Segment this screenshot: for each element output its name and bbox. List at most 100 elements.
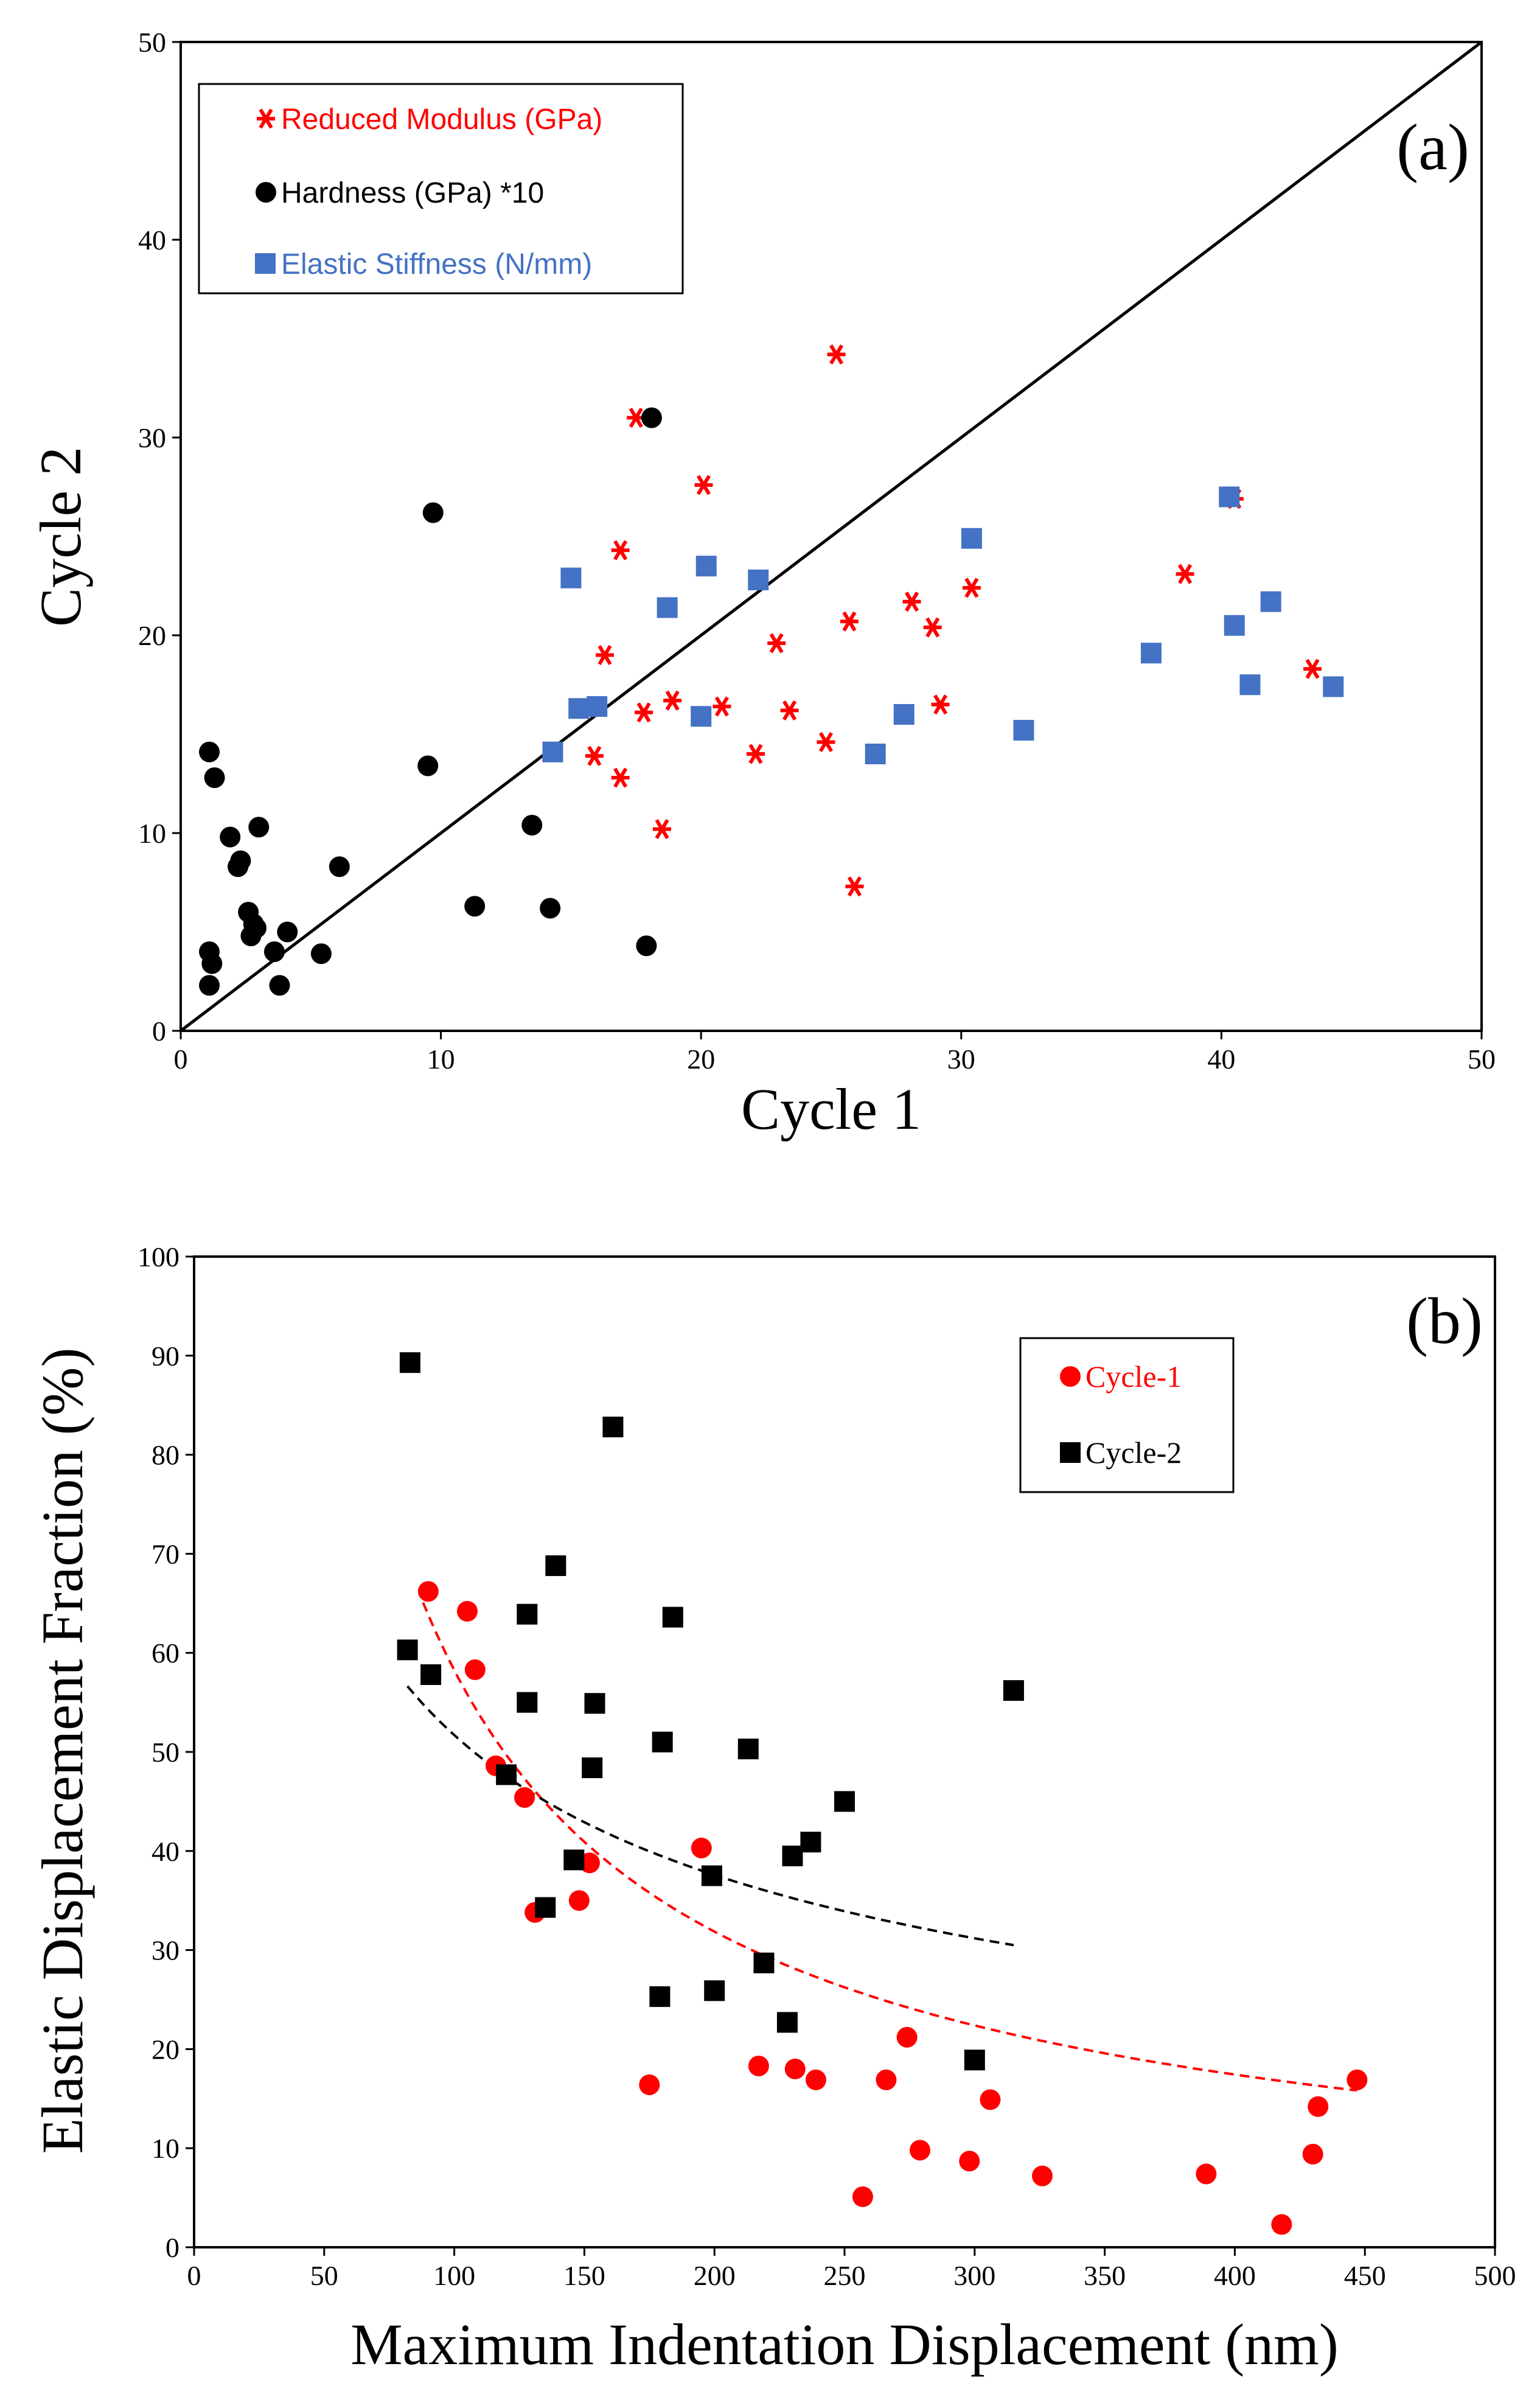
legend-marker-reduced-modulus	[257, 108, 275, 129]
point-cycle-1	[896, 2026, 918, 2048]
legend-label-hardness: Hardness (GPa) *10	[281, 177, 544, 209]
point-hardness-gpa-10	[417, 755, 439, 776]
point-elastic-stiffness-n-mm	[961, 528, 982, 549]
panel-a-ytick-label: 40	[138, 225, 166, 256]
point-hardness-gpa-10	[521, 815, 543, 835]
panel-b-ytick-label: 20	[152, 2034, 179, 2065]
panel-a-ytick-label: 30	[138, 422, 166, 453]
point-cycle-2	[399, 1352, 420, 1373]
point-elastic-stiffness-n-mm	[560, 567, 582, 588]
panel-b-ytick-label: 100	[138, 1241, 179, 1272]
panel-a-xtick-label: 10	[427, 1044, 455, 1075]
panel-b-ytick-label: 50	[152, 1737, 179, 1768]
point-cycle-1	[980, 2089, 1001, 2110]
point-reduced-modulus-gpa	[817, 731, 835, 753]
point-hardness-gpa-10	[329, 856, 350, 877]
panel-b-ytick-label: 40	[152, 1836, 179, 1867]
point-elastic-stiffness-n-mm	[1013, 720, 1034, 741]
panel-b-ytick-label: 10	[152, 2133, 179, 2164]
trend-line-cycle-1	[422, 1602, 1357, 2092]
point-reduced-modulus-gpa	[827, 344, 846, 365]
point-reduced-modulus-gpa	[635, 702, 653, 723]
legend-label-cycle-1: Cycle-1	[1085, 1359, 1182, 1394]
point-cycle-2	[584, 1693, 605, 1714]
panel-a-plot-frame	[179, 41, 1483, 1032]
point-cycle-1	[1271, 2214, 1292, 2235]
point-hardness-gpa-10	[464, 896, 486, 917]
point-cycle-1	[568, 1890, 590, 1911]
point-cycle-2	[582, 1757, 603, 1779]
point-elastic-stiffness-n-mm	[568, 698, 590, 719]
point-cycle-2	[535, 1897, 556, 1918]
point-reduced-modulus-gpa	[595, 644, 614, 666]
panel-b-ytick-label: 60	[152, 1638, 179, 1669]
point-elastic-stiffness-n-mm	[893, 704, 915, 725]
point-cycle-1	[456, 1600, 478, 1622]
legend-label-reduced-modulus: Reduced Modulus (GPa)	[281, 103, 602, 136]
panel-b-data-marks	[397, 1352, 1368, 2235]
panel-b-ytick-label: 80	[152, 1440, 179, 1471]
panel-b-plot-frame	[193, 1255, 1496, 2248]
point-cycle-1	[748, 2056, 769, 2077]
panel-a-ticks: 0 10 20 30 40 50 0 10 20 30 40 50	[138, 27, 1496, 1075]
point-reduced-modulus-gpa	[1303, 658, 1322, 679]
panel-a-legend: Reduced Modulus (GPa) Hardness (GPa) *10…	[198, 83, 684, 295]
point-cycle-2	[545, 1555, 566, 1576]
point-cycle-1	[876, 2069, 897, 2090]
point-reduced-modulus-gpa	[845, 876, 864, 897]
point-cycle-1	[805, 2069, 826, 2090]
panel-b-trend-lines	[406, 1602, 1357, 2092]
point-cycle-2	[563, 1849, 585, 1871]
panel-b-label: (b)	[1406, 1285, 1483, 1358]
panel-a-data-marks	[199, 344, 1344, 996]
point-reduced-modulus-gpa	[923, 617, 942, 638]
point-hardness-gpa-10	[641, 407, 662, 428]
panel-b-xtick-label: 350	[1084, 2260, 1126, 2291]
point-cycle-1	[784, 2058, 806, 2079]
point-hardness-gpa-10	[540, 898, 561, 919]
point-cycle-1	[464, 1659, 486, 1680]
panel-a-reference-line	[179, 41, 1483, 1032]
panel-b-legend: Cycle-1 Cycle-2	[1019, 1337, 1235, 1493]
point-hardness-gpa-10	[310, 943, 332, 965]
point-hardness-gpa-10	[204, 767, 225, 788]
point-reduced-modulus-gpa	[713, 696, 731, 717]
point-cycle-1	[959, 2151, 980, 2172]
point-elastic-stiffness-n-mm	[691, 706, 712, 727]
legend-marker-hardness	[256, 182, 276, 203]
point-cycle-2	[834, 1791, 855, 1812]
point-cycle-1	[691, 1837, 712, 1858]
panel-a-ytick-label: 0	[152, 1016, 166, 1047]
point-reduced-modulus-gpa	[840, 611, 859, 632]
point-reduced-modulus-gpa	[663, 690, 682, 711]
panel-b-xtick-label: 150	[563, 2260, 605, 2291]
point-hardness-gpa-10	[269, 975, 290, 996]
point-cycle-2	[701, 1865, 722, 1886]
point-cycle-1	[514, 1787, 535, 1808]
point-cycle-1	[1308, 2096, 1329, 2117]
point-cycle-1	[579, 1852, 600, 1874]
point-hardness-gpa-10	[220, 826, 241, 848]
point-elastic-stiffness-n-mm	[865, 744, 886, 764]
panel-a-xtick-label: 0	[174, 1044, 188, 1075]
point-cycle-2	[737, 1739, 759, 1760]
panel-b-ytick-label: 0	[165, 2232, 179, 2263]
panel-b-xtick-label: 0	[187, 2260, 201, 2291]
point-reduced-modulus-gpa	[585, 745, 604, 766]
point-hardness-gpa-10	[263, 941, 285, 962]
panel-b-xtick-label: 50	[310, 2260, 338, 2291]
panel-b-ticks: 0 50 100 150 200 250 300 350 400 450 500 0 10 20 30 40 5…	[138, 1241, 1516, 2291]
point-cycle-2	[397, 1639, 418, 1661]
point-cycle-2	[662, 1606, 683, 1628]
point-hardness-gpa-10	[248, 817, 270, 838]
point-reduced-modulus-gpa	[902, 591, 921, 612]
point-cycle-1	[1031, 2165, 1053, 2186]
point-reduced-modulus-gpa	[611, 540, 630, 560]
point-reduced-modulus-gpa	[780, 700, 799, 721]
point-cycle-2	[782, 1845, 803, 1866]
point-cycle-2	[517, 1692, 538, 1713]
point-cycle-1	[852, 2186, 873, 2207]
panel-b-ytick-label: 90	[152, 1341, 179, 1372]
point-reduced-modulus-gpa	[1176, 563, 1194, 584]
